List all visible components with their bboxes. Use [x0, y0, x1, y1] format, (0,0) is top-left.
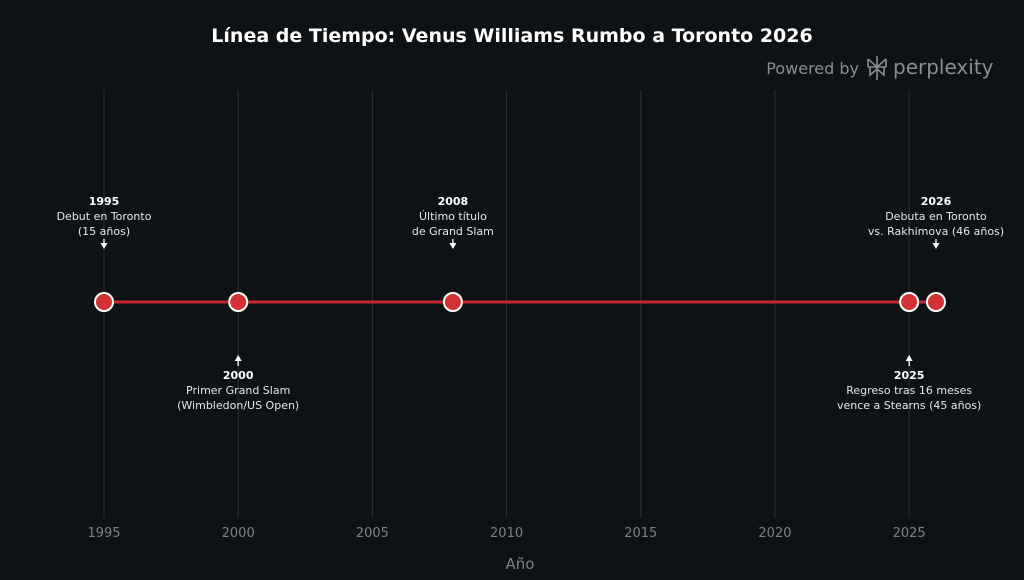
x-tick-label: 2025 — [893, 526, 926, 541]
annotation-text: vence a Stearns (45 años) — [837, 399, 981, 412]
x-tick-label: 2020 — [758, 526, 791, 541]
x-tick-label: 1995 — [87, 526, 120, 541]
annotation-text: (15 años) — [78, 225, 130, 238]
branding: Powered by perplexity — [766, 55, 994, 80]
x-tick-label: 2010 — [490, 526, 523, 541]
annotation-text: Debut en Toronto — [57, 210, 152, 223]
x-tick-labels: 1995 2000 2005 2010 2015 2020 2025 — [87, 526, 925, 541]
annotation-1995: 1995 Debut en Toronto (15 años) — [57, 195, 152, 249]
annotation-text: Primer Grand Slam — [186, 384, 290, 397]
annotation-year: 2008 — [438, 195, 469, 208]
annotation-text: Debuta en Toronto — [885, 210, 987, 223]
annotation-2025: 2025 Regreso tras 16 meses vence a Stearns… — [837, 355, 981, 412]
branding-prefix: Powered by — [766, 59, 859, 78]
perplexity-logo-icon — [867, 56, 887, 80]
grid-lines — [103, 90, 910, 518]
annotation-text: de Grand Slam — [412, 225, 494, 238]
timeline-point — [442, 292, 463, 312]
annotation-text: Regreso tras 16 meses — [846, 384, 972, 397]
annotation-2008: 2008 Último título de Grand Slam — [412, 195, 494, 249]
annotation-text: Último título — [419, 210, 487, 223]
timeline-point — [899, 292, 920, 312]
annotation-year: 2000 — [223, 369, 254, 382]
x-axis-title: Año — [506, 555, 535, 573]
chart-title: Línea de Tiempo: Venus Williams Rumbo a … — [211, 25, 812, 47]
x-tick-label: 2005 — [356, 526, 389, 541]
annotation-year: 2026 — [921, 195, 952, 208]
annotation-text: vs. Rakhimova (46 años) — [868, 225, 1004, 238]
branding-name: perplexity — [893, 55, 994, 79]
annotation-year: 1995 — [89, 195, 120, 208]
annotations: 1995 Debut en Toronto (15 años) 2000 Primer … — [57, 195, 1005, 412]
timeline-markers — [94, 292, 946, 312]
timeline-point — [228, 292, 249, 312]
x-tick-label: 2000 — [222, 526, 255, 541]
timeline-point — [94, 292, 114, 312]
annotation-text: (Wimbledon/US Open) — [177, 399, 299, 412]
x-tick-label: 2015 — [624, 526, 657, 541]
annotation-year: 2025 — [894, 369, 925, 382]
timeline-point — [926, 292, 946, 312]
annotation-2026: 2026 Debuta en Toronto vs. Rakhimova (46 a… — [868, 195, 1004, 249]
annotation-2000: 2000 Primer Grand Slam (Wimbledon/US Open) — [177, 355, 299, 412]
